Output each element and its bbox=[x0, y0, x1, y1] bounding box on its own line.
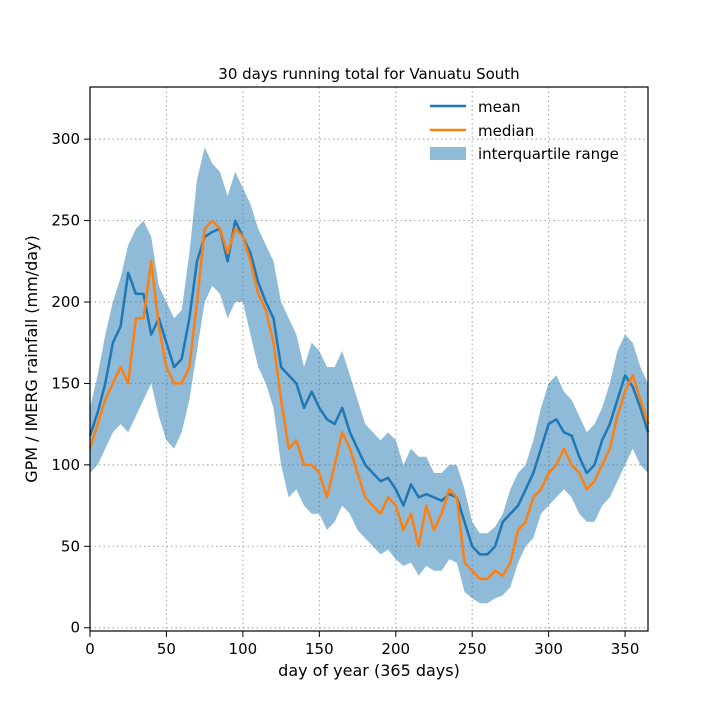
x-tick-label: 50 bbox=[157, 640, 176, 658]
x-tick-label: 300 bbox=[534, 640, 563, 658]
x-tick-label: 0 bbox=[85, 640, 95, 658]
x-axis-label: day of year (365 days) bbox=[278, 661, 460, 680]
y-tick-label: 250 bbox=[51, 212, 80, 230]
chart-title: 30 days running total for Vanuatu South bbox=[218, 65, 519, 83]
legend-iqr-label: interquartile range bbox=[478, 145, 619, 163]
series-lines bbox=[88, 219, 650, 581]
median-line bbox=[88, 219, 650, 581]
x-tick-label: 250 bbox=[458, 640, 487, 658]
plot-frame bbox=[89, 86, 649, 632]
y-tick-label: 200 bbox=[51, 293, 80, 311]
legend-median-label: median bbox=[478, 122, 534, 140]
iqr-band bbox=[90, 147, 648, 604]
x-tick-label: 350 bbox=[611, 640, 640, 658]
y-axis-label: GPM / IMERG rainfall (mm/day) bbox=[22, 235, 41, 483]
y-tick-label: 150 bbox=[51, 374, 80, 392]
axis-ticks: 0 50 100 150 200 250 300 350 0 50 100 150 200 250 300 bbox=[51, 130, 639, 658]
x-tick-label: 150 bbox=[305, 640, 334, 658]
legend-mean-label: mean bbox=[478, 98, 521, 116]
x-tick-label: 100 bbox=[229, 640, 258, 658]
y-tick-label: 0 bbox=[70, 619, 80, 637]
y-tick-label: 300 bbox=[51, 130, 80, 148]
iqr-area bbox=[90, 147, 648, 604]
legend-iqr-swatch bbox=[430, 147, 466, 160]
y-tick-label: 50 bbox=[61, 537, 80, 555]
y-tick-label: 100 bbox=[51, 456, 80, 474]
x-tick-label: 200 bbox=[381, 640, 410, 658]
mean-line bbox=[88, 219, 650, 556]
legend: mean median interquartile range bbox=[430, 98, 619, 163]
